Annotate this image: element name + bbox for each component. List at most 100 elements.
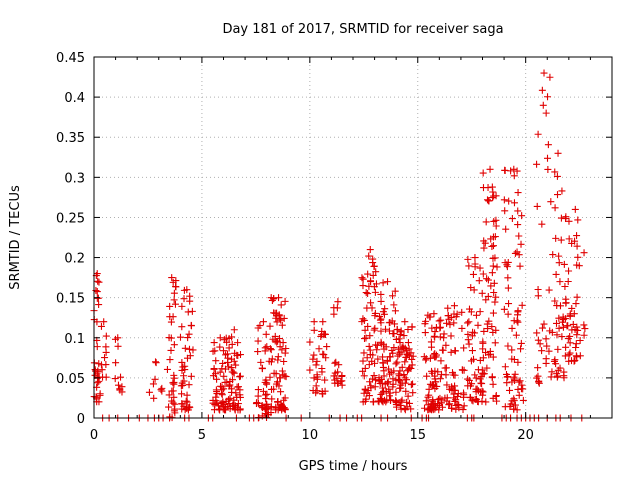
data-point [542, 335, 550, 343]
data-point [560, 260, 568, 268]
data-point [489, 328, 497, 336]
data-point [428, 367, 436, 375]
data-point [474, 398, 482, 406]
data-point [145, 388, 153, 396]
data-point [482, 296, 490, 304]
data-point [504, 342, 512, 350]
data-point [385, 385, 393, 393]
data-point [421, 329, 429, 337]
data-point [409, 389, 417, 397]
data-point [571, 205, 579, 213]
data-point [364, 322, 372, 330]
data-point [371, 309, 379, 317]
data-point [516, 262, 524, 270]
data-point [447, 348, 455, 356]
data-point [390, 330, 398, 338]
data-point [555, 314, 563, 322]
data-point [476, 264, 484, 272]
data-point [187, 372, 195, 380]
data-point [370, 372, 378, 380]
data-point [170, 341, 178, 349]
data-point [515, 251, 523, 259]
data-point [400, 332, 408, 340]
data-point [544, 154, 552, 162]
data-point [467, 284, 475, 292]
data-point [471, 260, 479, 268]
data-point [267, 346, 275, 354]
data-point [483, 364, 491, 372]
data-point [363, 354, 371, 362]
data-point [474, 321, 482, 329]
data-point [552, 270, 560, 278]
data-point [176, 333, 184, 341]
data-point [377, 340, 385, 348]
data-point [442, 341, 450, 349]
data-point [477, 379, 485, 387]
data-point [568, 304, 576, 312]
data-point [540, 69, 548, 77]
data-point [373, 346, 381, 354]
data-point [422, 317, 430, 325]
data-point [472, 311, 480, 319]
data-point [516, 377, 524, 385]
data-point [183, 398, 191, 406]
data-point [152, 359, 160, 367]
data-point [553, 373, 561, 381]
data-point [464, 336, 472, 344]
data-point [517, 339, 525, 347]
data-point [574, 216, 582, 224]
data-point [167, 318, 175, 326]
data-point [545, 286, 553, 294]
data-point [359, 282, 367, 290]
data-point [443, 394, 451, 402]
data-point [114, 334, 122, 342]
data-point [95, 301, 103, 309]
data-point [274, 356, 282, 364]
data-point [102, 348, 110, 356]
data-point [183, 286, 191, 294]
data-point [564, 277, 572, 285]
data-point [501, 207, 509, 215]
data-point [312, 382, 320, 390]
data-point [575, 262, 583, 270]
data-point [489, 380, 497, 388]
data-point [547, 198, 555, 206]
data-point [262, 406, 270, 414]
y-tick-label: 0 [77, 412, 85, 427]
data-point [277, 316, 285, 324]
data-point [504, 284, 512, 292]
data-point [321, 376, 329, 384]
data-point [435, 401, 443, 409]
data-point [254, 392, 262, 400]
data-point [573, 232, 581, 240]
data-point [280, 358, 288, 366]
data-point [538, 220, 546, 228]
data-point [460, 402, 468, 410]
data-point [404, 326, 412, 334]
data-point [268, 355, 276, 363]
data-point [514, 221, 522, 229]
data-point [278, 346, 286, 354]
data-point [558, 187, 566, 195]
data-point [566, 339, 574, 347]
data-point [253, 399, 261, 407]
data-point [491, 254, 499, 262]
data-point [580, 249, 588, 257]
data-point [443, 381, 451, 389]
data-point [576, 352, 584, 360]
data-point [267, 294, 275, 302]
data-point [546, 73, 554, 81]
data-point [263, 343, 271, 351]
data-point [491, 298, 499, 306]
data-point [557, 236, 565, 244]
data-point [567, 357, 575, 365]
data-point [366, 246, 374, 254]
data-point [514, 385, 522, 393]
data-point [442, 371, 450, 379]
data-point [409, 380, 417, 388]
data-point [234, 339, 242, 347]
data-point [514, 358, 522, 366]
data-point [313, 375, 321, 383]
data-point [440, 330, 448, 338]
data-point [562, 343, 570, 351]
